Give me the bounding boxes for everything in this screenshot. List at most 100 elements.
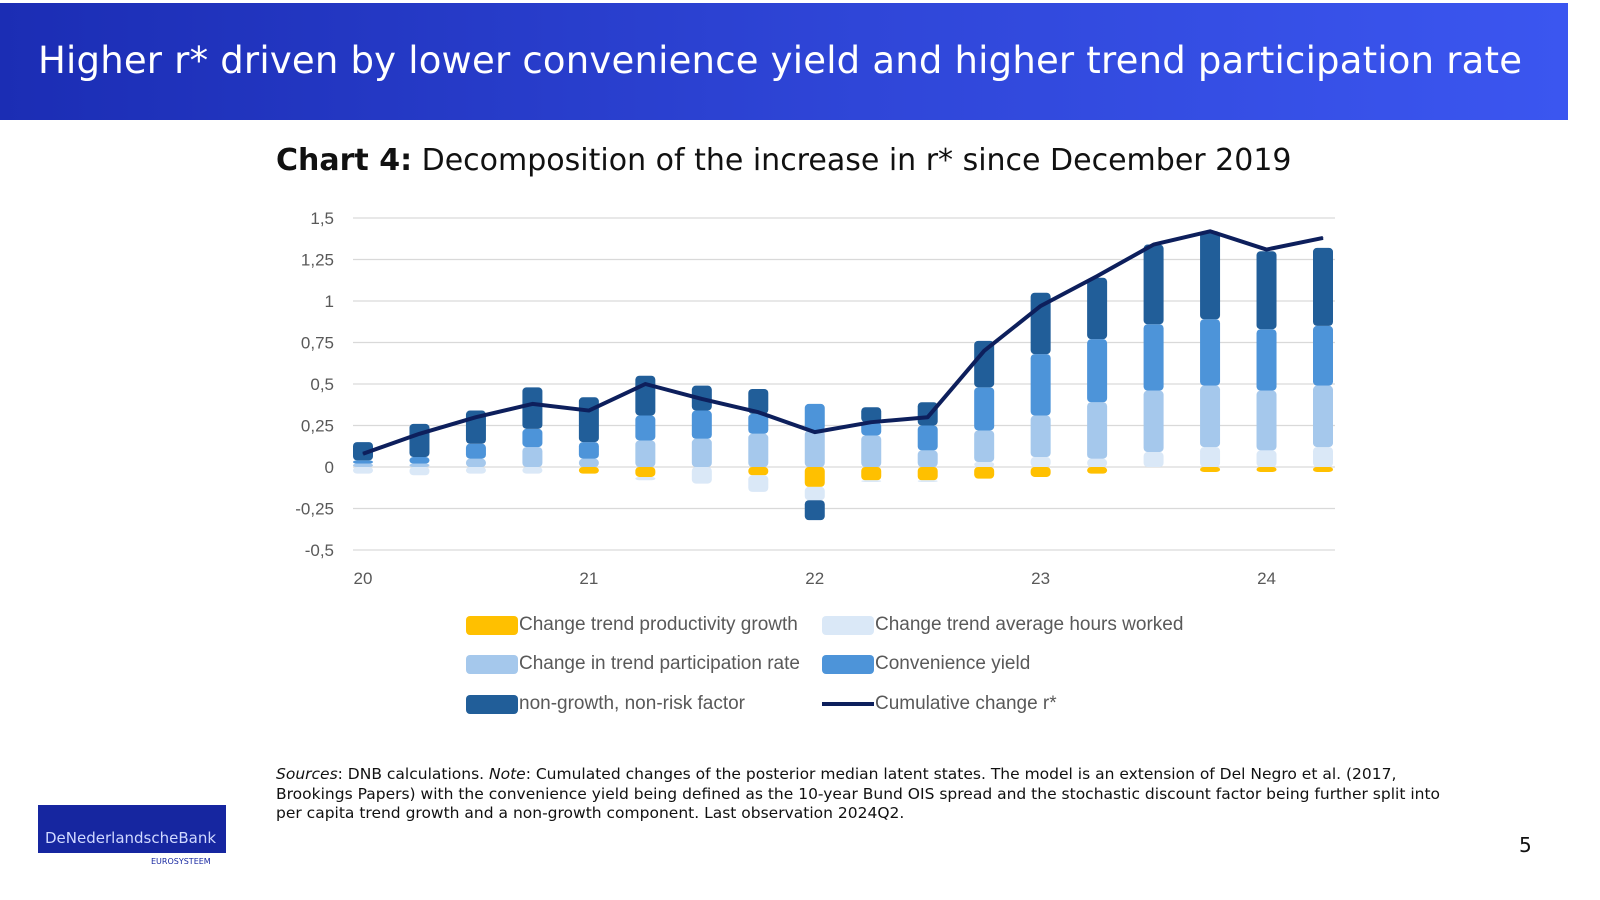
bar-segment-change-in-trend-participation-rate [522, 447, 543, 467]
legend-item-convenience-yield: Convenience yield [822, 652, 1030, 676]
logo-text: DeNederlandscheBank [45, 829, 217, 847]
bar-segment-convenience-yield [1087, 339, 1108, 403]
bar-segment-change-trend-average-hours-worked [1256, 450, 1277, 467]
bar-segment-convenience-yield [353, 460, 373, 464]
bar-segment-convenience-yield [465, 443, 486, 459]
y-tick-label: 1,25 [301, 251, 334, 270]
legend-label: Cumulative change r* [875, 693, 1057, 714]
bar-segment-change-trend-average-hours-worked [917, 480, 938, 482]
line-point [757, 411, 759, 413]
bar-segment-change-in-trend-participation-rate [1313, 385, 1333, 448]
line-point [362, 453, 364, 455]
y-tick-label: 0,5 [310, 375, 334, 394]
bar-segment-convenience-yield [917, 425, 938, 451]
bar-segment-change-trend-average-hours-worked [465, 467, 486, 474]
bar-segment-non-growth-non-risk-factor [1143, 244, 1164, 325]
bar-segment-change-trend-average-hours-worked [974, 462, 995, 467]
bar-segment-convenience-yield [1313, 325, 1333, 386]
bar-segment-convenience-yield [804, 403, 825, 431]
bar-segment-convenience-yield [1200, 319, 1221, 386]
bar-segment-change-trend-average-hours-worked [1030, 457, 1051, 467]
bar-segment-change-in-trend-participation-rate [974, 430, 995, 463]
y-tick-label: 0,25 [301, 417, 334, 436]
bar-segment-convenience-yield [635, 415, 656, 441]
cumulative-change-line [362, 229, 1324, 456]
line-point [983, 350, 985, 352]
bar-segment-change-in-trend-participation-rate [465, 458, 486, 467]
legend-item-participation: Change in trend participation rate [466, 652, 800, 676]
y-tick-label: -0,25 [295, 500, 334, 519]
bar-segment-non-growth-non-risk-factor [1200, 231, 1221, 320]
bar-segment-change-trend-productivity-growth [635, 467, 656, 477]
bar-segment-change-in-trend-participation-rate [1087, 402, 1108, 459]
bar-segment-non-growth-non-risk-factor [748, 388, 769, 414]
bar-segment-change-trend-average-hours-worked [1313, 447, 1333, 467]
bar-segment-change-trend-productivity-growth [1087, 467, 1108, 474]
bar-segment-convenience-yield [1143, 324, 1164, 391]
bar-segment-change-trend-average-hours-worked [409, 467, 430, 476]
legend-label: Change in trend participation rate [519, 653, 800, 674]
bar-segment-change-trend-average-hours-worked [748, 475, 769, 492]
legend-swatch [822, 654, 874, 674]
x-tick-label: 20 [354, 569, 373, 588]
bar-segment-non-growth-non-risk-factor [917, 402, 938, 426]
bar-segment-change-in-trend-participation-rate [861, 435, 882, 467]
bar-segment-non-growth-non-risk-factor [353, 442, 373, 461]
legend-label: Change trend average hours worked [875, 614, 1184, 635]
bar-segment-change-in-trend-participation-rate [748, 433, 769, 467]
legend-label: Change trend productivity growth [519, 614, 798, 635]
bar-segment-change-in-trend-participation-rate [353, 463, 373, 467]
bar-segment-non-growth-non-risk-factor [522, 387, 543, 429]
bar-segment-change-trend-average-hours-worked [353, 467, 373, 474]
bar-segment-convenience-yield [578, 442, 599, 459]
bar-segment-change-trend-average-hours-worked [1087, 458, 1108, 467]
y-tick-label: -0,5 [305, 541, 334, 560]
sources-text: : DNB calculations. [337, 765, 489, 783]
line-point [1153, 244, 1155, 246]
line-point [1096, 275, 1098, 277]
y-tick-label: 1,5 [310, 209, 334, 228]
bar-segment-change-trend-productivity-growth [748, 467, 769, 476]
line-point [870, 421, 872, 423]
bar-segment-convenience-yield [1256, 329, 1277, 391]
bar-segment-change-trend-productivity-growth [974, 467, 995, 479]
line-point [1209, 230, 1211, 232]
bar-segment-non-growth-non-risk-factor [1313, 247, 1333, 326]
bar-segment-non-growth-non-risk-factor [804, 500, 825, 521]
bar-segment-change-trend-productivity-growth [1313, 467, 1333, 472]
legend-item-hours: Change trend average hours worked [822, 613, 1183, 637]
line-point [1322, 237, 1324, 239]
bar-segment-convenience-yield [861, 422, 882, 436]
bar-segment-change-trend-productivity-growth [1200, 467, 1221, 472]
x-tick-label: 22 [805, 569, 824, 588]
bar-segment-non-growth-non-risk-factor [1087, 277, 1108, 340]
bar-segment-change-trend-average-hours-worked [1143, 452, 1164, 467]
y-tick-label: 1 [325, 292, 334, 311]
bar-segment-convenience-yield [409, 457, 430, 464]
note-label: Note [489, 765, 526, 783]
bar-segment-change-trend-average-hours-worked [635, 476, 656, 481]
bar-segment-change-trend-average-hours-worked [804, 486, 825, 501]
bar-segment-non-growth-non-risk-factor [1256, 251, 1277, 330]
bar-segment-change-in-trend-participation-rate [635, 440, 656, 467]
dnb-logo: DeNederlandscheBank [38, 805, 226, 853]
y-tick-label: 0,75 [301, 334, 334, 353]
legend-item-productivity: Change trend productivity growth [466, 613, 798, 637]
line-point [927, 416, 929, 418]
bar-segment-change-in-trend-participation-rate [1030, 415, 1051, 458]
legend-line-swatch [822, 702, 874, 706]
line-point [531, 403, 533, 405]
line-point [1266, 249, 1268, 251]
legend-swatch [466, 694, 518, 714]
bar-segment-change-trend-productivity-growth [861, 467, 882, 481]
bar-segment-change-trend-average-hours-worked [1200, 447, 1221, 467]
chart-label: Chart 4: [276, 143, 413, 178]
legend-swatch [466, 654, 518, 674]
bar-segment-change-in-trend-participation-rate [578, 458, 599, 467]
bar-segment-change-in-trend-participation-rate [691, 438, 712, 467]
x-tick-label: 24 [1257, 569, 1276, 588]
bar-segment-non-growth-non-risk-factor [635, 375, 656, 416]
line-point [701, 398, 703, 400]
bar-segment-change-in-trend-participation-rate [917, 450, 938, 467]
bar-segment-change-trend-productivity-growth [1030, 467, 1051, 477]
